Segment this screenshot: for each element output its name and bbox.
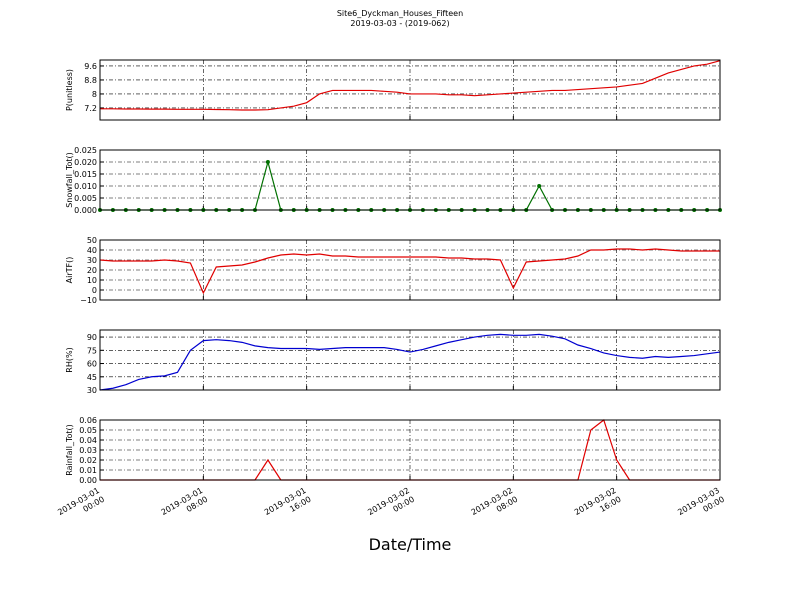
y-tick-label: 75	[87, 346, 97, 355]
y-tick-label: 10	[87, 276, 97, 285]
plot-frame	[99, 329, 721, 391]
y-tick-label: 0.01	[79, 466, 97, 475]
y-tick-label: 0.005	[74, 194, 97, 203]
y-axis-label: Rainfall_Tot()	[65, 424, 74, 476]
y-tick-label: 90	[87, 333, 97, 342]
plot-frame	[99, 419, 721, 481]
data-point	[537, 184, 542, 188]
plot-frame	[99, 149, 721, 211]
y-tick-label: 0.00	[79, 476, 97, 485]
plot-frame	[99, 239, 721, 301]
y-axis-label: Snowfall_Tot()	[65, 152, 74, 208]
y-tick-label: 45	[87, 373, 97, 382]
data-point	[265, 160, 270, 164]
y-tick-label: 0	[92, 286, 97, 295]
y-tick-label: 0.010	[74, 182, 97, 191]
y-tick-label: 9.6	[84, 62, 97, 71]
y-tick-label: 0.05	[79, 426, 97, 435]
chart-title: Site6_Dyckman_Houses_Fifteen	[337, 9, 463, 18]
x-axis-label: Date/Time	[369, 535, 452, 554]
chart-subtitle: 2019-03-03 - (2019-062)	[350, 19, 449, 28]
y-tick-label: 20	[87, 266, 97, 275]
y-tick-label: 50	[87, 236, 97, 245]
y-tick-label: 0.04	[79, 436, 97, 445]
y-tick-label: 8	[92, 90, 97, 99]
plot-frame	[99, 59, 721, 121]
y-tick-label: 8.8	[84, 76, 97, 85]
y-tick-label: 60	[87, 360, 97, 369]
y-axis-label: RH(%)	[65, 347, 74, 372]
y-axis-label: P(unitless)	[65, 69, 74, 111]
y-tick-label: −10	[80, 296, 97, 305]
y-tick-label: 40	[87, 246, 97, 255]
y-tick-label: 30	[87, 256, 97, 265]
y-tick-label: 0.025	[74, 146, 97, 155]
data-line	[99, 248, 720, 295]
y-tick-label: 0.000	[74, 206, 97, 215]
y-tick-label: 7.2	[84, 104, 97, 113]
y-tick-label: 0.03	[79, 446, 97, 455]
y-tick-label: 0.06	[79, 416, 97, 425]
y-tick-label: 30	[87, 386, 97, 395]
data-line	[99, 333, 721, 391]
y-tick-label: 0.02	[79, 456, 97, 465]
y-axis-label: AirTF()	[65, 257, 74, 284]
y-tick-label: 0.020	[74, 158, 97, 167]
data-line	[100, 60, 721, 111]
y-tick-label: 0.015	[74, 170, 97, 179]
